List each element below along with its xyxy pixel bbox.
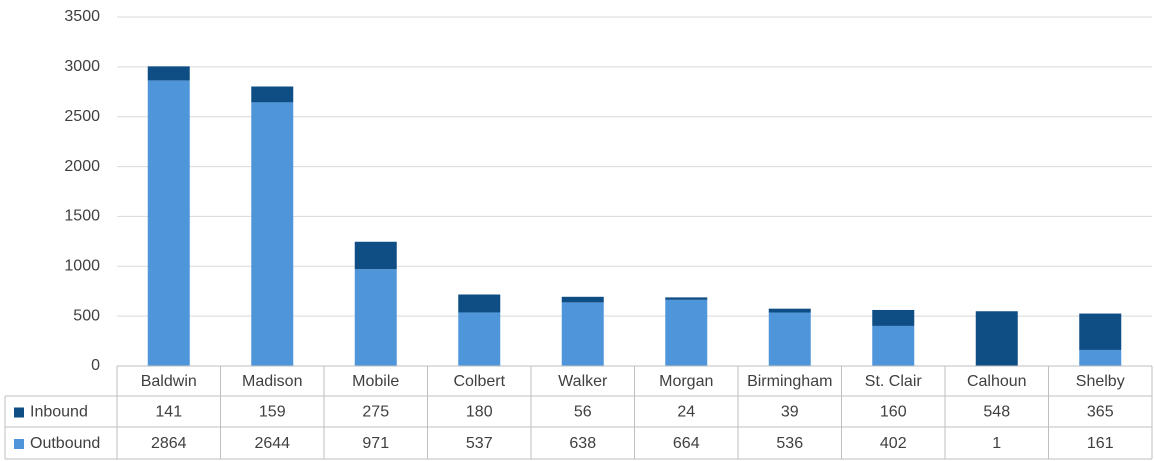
x-tick-label: Morgan	[659, 373, 713, 390]
x-tick-label: Mobile	[352, 373, 399, 390]
bar-segment	[665, 297, 708, 300]
table-value: 1	[992, 435, 1001, 452]
table-value: 56	[574, 404, 592, 421]
table-value: 536	[776, 435, 803, 452]
legend-swatch	[14, 407, 24, 418]
table-value: 638	[569, 435, 596, 452]
x-tick-label: Madison	[242, 373, 302, 390]
bar-segment	[147, 66, 190, 81]
table-value: 365	[1087, 404, 1114, 421]
bar-segment	[872, 325, 915, 366]
y-tick-label: 500	[73, 307, 100, 324]
table-value: 39	[781, 404, 799, 421]
legend-label: Outbound	[30, 435, 100, 452]
y-tick-label: 1500	[64, 208, 100, 225]
y-tick-label: 1000	[64, 258, 100, 275]
y-tick-label: 0	[91, 357, 100, 374]
bar-segment	[768, 312, 811, 366]
bar-segment	[561, 296, 604, 303]
x-tick-label: Colbert	[453, 373, 505, 390]
bar-segment	[1079, 349, 1122, 366]
x-tick-label: Walker	[558, 373, 608, 390]
table-value: 24	[677, 404, 695, 421]
table-value: 159	[259, 404, 286, 421]
table-value: 160	[880, 404, 907, 421]
table-value: 141	[155, 404, 182, 421]
bar-segment	[458, 294, 501, 313]
table-value: 2644	[254, 435, 290, 452]
bar-segment	[665, 299, 708, 366]
table-value: 2864	[151, 435, 187, 452]
x-tick-label: Calhoun	[967, 373, 1027, 390]
bar-segment	[147, 80, 190, 367]
legend-swatch	[14, 439, 24, 449]
y-tick-label: 3500	[64, 8, 100, 25]
table-value: 548	[983, 404, 1010, 421]
bar-segment	[251, 86, 294, 103]
table-value: 402	[880, 435, 907, 452]
bar-segment	[458, 312, 501, 366]
bar-segment	[872, 309, 915, 326]
bar-segment	[251, 102, 294, 366]
x-tick-label: Shelby	[1076, 373, 1125, 390]
bar-segment	[1079, 313, 1122, 350]
bar-segment	[975, 311, 1018, 366]
bar-segment	[768, 308, 811, 313]
table-value: 971	[362, 435, 389, 452]
bar-segment	[354, 269, 397, 366]
table-value: 537	[466, 435, 493, 452]
bar-segment	[354, 241, 397, 270]
legend-label: Inbound	[30, 404, 88, 421]
bar-segment	[561, 302, 604, 366]
x-tick-label: Baldwin	[141, 373, 197, 390]
x-tick-label: Birmingham	[747, 373, 832, 390]
table-value: 180	[466, 404, 493, 421]
y-tick-label: 2000	[64, 158, 100, 175]
x-tick-label: St. Clair	[865, 373, 923, 390]
y-tick-label: 3000	[64, 58, 100, 75]
y-tick-label: 2500	[64, 108, 100, 125]
table-value: 275	[362, 404, 389, 421]
table-value: 161	[1087, 435, 1114, 452]
table-value: 664	[673, 435, 700, 452]
